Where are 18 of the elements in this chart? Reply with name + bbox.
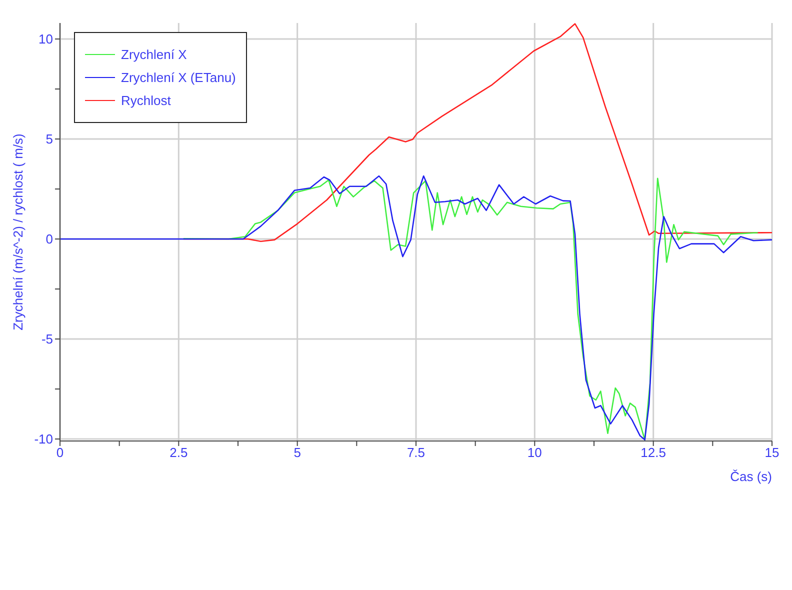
x-tick-label: 15 — [764, 445, 780, 460]
y-axis-title: Zrychelní (m/s^-2) / rychlost ( m/s) — [10, 134, 26, 330]
x-tick-label: 10 — [527, 445, 542, 460]
y-tick-label: 10 — [38, 32, 53, 47]
x-tick-label: 5 — [294, 445, 301, 460]
x-tick-label: 7.5 — [406, 445, 426, 460]
line-series — [182, 178, 758, 440]
y-tick-label: 5 — [46, 132, 53, 147]
legend-label: Zrychlení X — [121, 47, 187, 62]
x-axis-title: Čas (s) — [730, 469, 772, 484]
y-tick-label: -5 — [41, 332, 53, 347]
legend-label: Rychlost — [121, 93, 171, 108]
x-tick-label: 0 — [56, 445, 64, 460]
legend-label: Zrychlení X (ETanu) — [121, 70, 236, 85]
y-tick-label: -10 — [34, 432, 53, 447]
x-tick-label: 2.5 — [170, 445, 188, 460]
y-tick-label: 0 — [46, 232, 53, 247]
x-tick-label: 12.5 — [640, 445, 666, 460]
